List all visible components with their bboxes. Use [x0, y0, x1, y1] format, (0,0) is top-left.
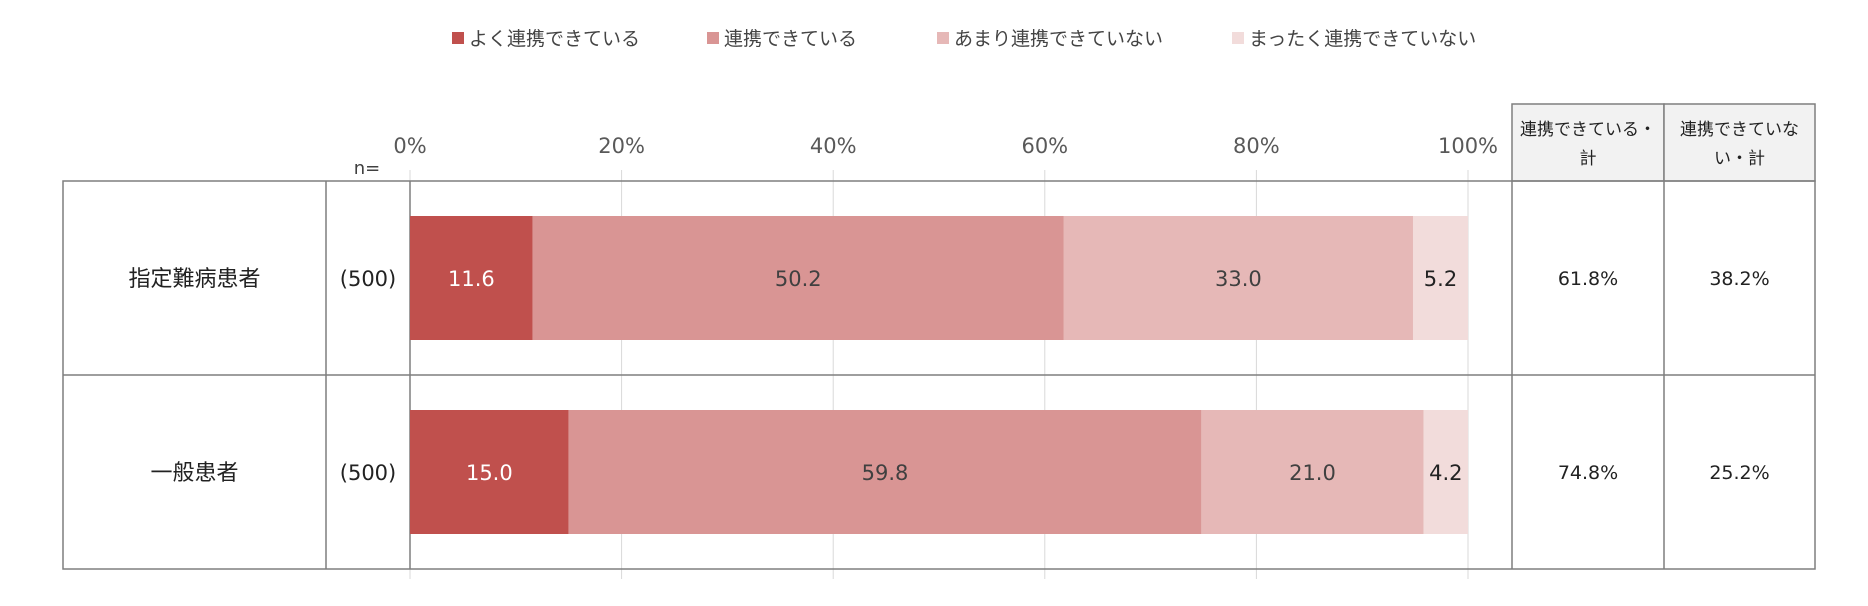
data-label: 11.6 — [448, 267, 495, 291]
x-tick-label: 40% — [810, 134, 857, 158]
data-label: 15.0 — [466, 461, 513, 485]
data-label: 5.2 — [1424, 267, 1457, 291]
bar-segment — [410, 216, 533, 340]
category-label: 指定難病患者 — [128, 267, 260, 292]
legend: よく連携できている 連携できている あまり連携できていない まったく連携できてい… — [0, 24, 1868, 54]
summary-header-label: 連携できていな — [1680, 120, 1799, 140]
data-label: 4.2 — [1429, 461, 1462, 485]
summary-value: 61.8% — [1558, 268, 1618, 290]
data-label: 50.2 — [775, 267, 822, 291]
x-tick-label: 20% — [598, 134, 645, 158]
n-value: (500) — [340, 267, 396, 291]
data-label: 33.0 — [1215, 267, 1262, 291]
legend-swatch — [452, 31, 464, 44]
legend-swatch — [937, 31, 949, 44]
legend-item: まったく連携できていない — [1232, 24, 1476, 51]
legend-label: あまり連携できていない — [954, 28, 1164, 50]
legend-label: まったく連携できていない — [1249, 28, 1477, 50]
x-tick-label: 100% — [1438, 134, 1498, 158]
n-label: n= — [354, 158, 381, 179]
bar-segment — [1063, 216, 1413, 340]
summary-value: 25.2% — [1709, 462, 1769, 484]
bar-segment — [532, 216, 1064, 340]
legend-label: よく連携できている — [469, 28, 641, 50]
summary-header-label: 計 — [1580, 149, 1597, 169]
summary-header-cell — [1511, 103, 1665, 182]
summary-value: 74.8% — [1558, 462, 1618, 484]
data-label: 59.8 — [862, 461, 909, 485]
summary-header-label: い・計 — [1714, 149, 1765, 169]
category-label: 一般患者 — [150, 461, 238, 486]
legend-label: 連携できている — [724, 28, 858, 50]
legend-item: よく連携できている — [452, 24, 640, 51]
n-value: (500) — [340, 461, 396, 485]
summary-header-label: 連携できている・ — [1520, 120, 1656, 140]
bar-segment — [410, 410, 569, 534]
x-tick-label: 60% — [1021, 134, 1068, 158]
bar-segment — [1412, 216, 1468, 340]
bar-segment — [1423, 410, 1468, 534]
summary-value: 38.2% — [1709, 268, 1769, 290]
legend-swatch — [1232, 31, 1244, 44]
bar-segment — [568, 410, 1202, 534]
x-tick-label: 0% — [393, 134, 426, 158]
data-label: 21.0 — [1289, 461, 1336, 485]
summary-header-cell — [1663, 103, 1816, 182]
bar-segment — [1201, 410, 1424, 534]
legend-item: 連携できている — [707, 24, 857, 51]
legend-swatch — [707, 31, 719, 44]
legend-item: あまり連携できていない — [937, 24, 1163, 51]
x-tick-label: 80% — [1233, 134, 1280, 158]
